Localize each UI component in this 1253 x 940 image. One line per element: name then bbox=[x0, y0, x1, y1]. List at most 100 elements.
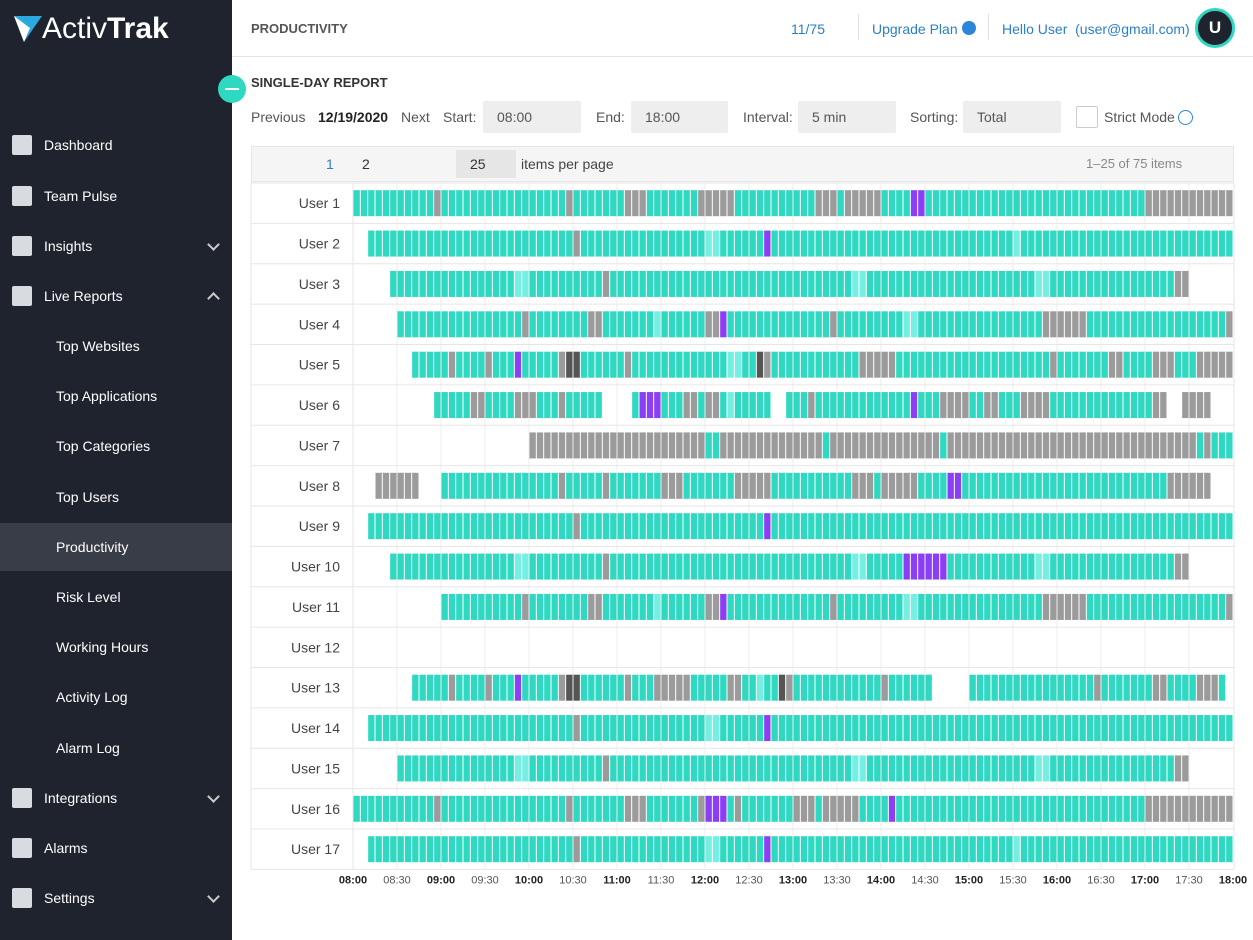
activity-slot bbox=[932, 755, 940, 782]
activity-slot bbox=[771, 553, 778, 580]
activity-slot bbox=[478, 593, 485, 620]
avatar[interactable]: U bbox=[1195, 8, 1235, 48]
nav-item[interactable]: Top Users bbox=[0, 473, 232, 521]
nav-item[interactable]: Alarms bbox=[0, 824, 232, 872]
activity-slot bbox=[984, 755, 991, 782]
page-1[interactable]: 1 bbox=[326, 156, 334, 172]
activity-slot bbox=[1042, 674, 1050, 701]
activity-slot bbox=[683, 472, 690, 499]
start-input[interactable]: 08:00 bbox=[483, 101, 581, 133]
activity-slot bbox=[1152, 311, 1160, 338]
sorting-select[interactable]: Total bbox=[963, 101, 1061, 133]
activity-slot bbox=[610, 190, 617, 217]
activity-slot bbox=[478, 311, 485, 338]
nav-item[interactable]: Dashboard bbox=[0, 121, 232, 169]
per-page-select[interactable]: 25 bbox=[456, 150, 516, 178]
upgrade-link[interactable]: Upgrade Plan bbox=[872, 21, 958, 37]
nav-item[interactable]: Insights bbox=[0, 222, 232, 270]
activity-slot bbox=[830, 190, 837, 217]
activity-slot bbox=[595, 392, 602, 419]
nav-item[interactable]: Working Hours bbox=[0, 623, 232, 671]
activity-slot bbox=[529, 190, 536, 217]
activity-slot bbox=[1013, 674, 1020, 701]
previous-button[interactable]: Previous bbox=[251, 109, 306, 125]
activity-slot bbox=[1160, 593, 1167, 620]
activity-slot bbox=[434, 795, 441, 822]
nav-item[interactable]: Live Reports bbox=[0, 272, 232, 320]
activity-slot bbox=[866, 472, 874, 499]
activity-slot bbox=[859, 715, 866, 742]
activity-slot bbox=[375, 836, 382, 863]
user-menu[interactable]: Hello User (user@gmail.com) bbox=[1002, 21, 1190, 37]
activity-slot bbox=[962, 311, 969, 338]
activity-slot bbox=[448, 795, 456, 822]
activity-slot bbox=[947, 432, 954, 459]
activity-slot bbox=[610, 270, 617, 297]
activity-slot bbox=[896, 553, 903, 580]
activity-slot bbox=[844, 755, 852, 782]
end-input[interactable]: 18:00 bbox=[631, 101, 728, 133]
activity-slot bbox=[844, 795, 852, 822]
activity-slot bbox=[1101, 472, 1108, 499]
activity-slot bbox=[610, 755, 617, 782]
activity-slot bbox=[874, 513, 881, 540]
collapse-button[interactable] bbox=[218, 75, 246, 103]
activity-slot bbox=[1042, 270, 1050, 297]
activity-slot bbox=[375, 230, 382, 257]
activity-slot bbox=[522, 755, 529, 782]
activity-slot bbox=[991, 553, 998, 580]
info-icon[interactable] bbox=[1178, 110, 1193, 125]
activity-slot bbox=[1079, 270, 1086, 297]
activity-slot bbox=[463, 472, 470, 499]
next-button[interactable]: Next bbox=[401, 109, 430, 125]
activity-slot bbox=[536, 836, 544, 863]
activity-slot bbox=[815, 674, 822, 701]
activity-slot bbox=[1050, 351, 1057, 378]
activity-slot bbox=[771, 836, 778, 863]
nav-item[interactable]: Risk Level bbox=[0, 573, 232, 621]
nav-item[interactable]: Top Websites bbox=[0, 322, 232, 370]
activity-slot bbox=[595, 553, 602, 580]
nav-item[interactable]: Settings bbox=[0, 874, 232, 922]
nav-item[interactable]: Integrations bbox=[0, 774, 232, 822]
activity-slot bbox=[478, 270, 485, 297]
activity-slot bbox=[1116, 392, 1123, 419]
activity-slot bbox=[727, 795, 734, 822]
strict-checkbox[interactable] bbox=[1076, 106, 1098, 128]
activity-slot bbox=[617, 190, 624, 217]
page-2[interactable]: 2 bbox=[362, 156, 370, 172]
activity-slot bbox=[734, 351, 742, 378]
activity-slot bbox=[522, 351, 529, 378]
activity-slot bbox=[764, 674, 771, 701]
nav-item[interactable]: Alarm Log bbox=[0, 724, 232, 772]
activity-slot bbox=[404, 311, 412, 338]
activity-slot bbox=[1072, 392, 1079, 419]
activity-slot bbox=[705, 270, 712, 297]
activity-slot bbox=[976, 553, 984, 580]
activity-slot bbox=[1226, 836, 1233, 863]
activity-slot bbox=[727, 472, 734, 499]
nav-item[interactable]: Team Pulse bbox=[0, 172, 232, 220]
activity-slot bbox=[1042, 351, 1050, 378]
activity-slot bbox=[426, 674, 434, 701]
activity-slot bbox=[984, 674, 991, 701]
nav-item[interactable]: Productivity bbox=[0, 523, 232, 571]
activity-slot bbox=[844, 593, 852, 620]
activity-slot bbox=[976, 836, 984, 863]
nav-item[interactable]: Top Applications bbox=[0, 372, 232, 420]
activity-slot bbox=[1160, 311, 1167, 338]
activity-slot bbox=[866, 553, 874, 580]
interval-select[interactable]: 5 min bbox=[798, 101, 896, 133]
activity-slot bbox=[852, 593, 859, 620]
activity-slot bbox=[1028, 311, 1035, 338]
activity-slot bbox=[793, 230, 800, 257]
seat-count[interactable]: 11/75 bbox=[791, 21, 825, 37]
activity-slot bbox=[1211, 715, 1218, 742]
nav-item[interactable]: Activity Log bbox=[0, 673, 232, 721]
nav-item[interactable]: Top Categories bbox=[0, 422, 232, 470]
activity-slot bbox=[852, 351, 859, 378]
activity-slot bbox=[786, 553, 793, 580]
activity-slot bbox=[514, 795, 522, 822]
activity-slot bbox=[632, 432, 639, 459]
activity-slot bbox=[976, 432, 984, 459]
